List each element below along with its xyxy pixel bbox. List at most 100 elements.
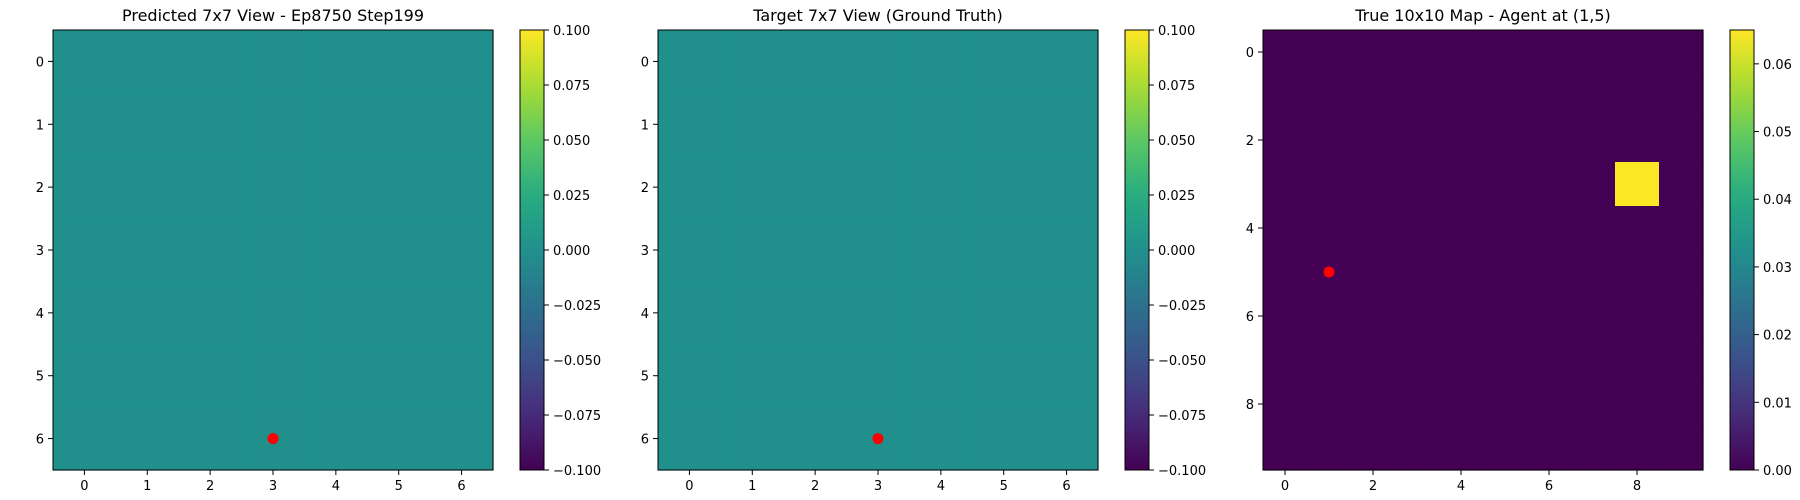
heatmap-cell — [367, 155, 431, 220]
heatmap-cell — [1263, 250, 1308, 295]
heatmap-cell — [1263, 206, 1308, 251]
heatmap-cell — [1659, 294, 1704, 339]
heatmap-cell — [304, 218, 368, 283]
heatmap-cell — [1571, 162, 1616, 207]
colorbar-tick-label: 0.000 — [553, 244, 590, 259]
heatmap-cell — [430, 407, 494, 471]
heatmap-cell — [1307, 30, 1352, 75]
heatmap-cell — [658, 281, 722, 345]
y-tick-label: 0 — [641, 55, 649, 70]
heatmap-cell — [1035, 155, 1099, 220]
x-tick-label: 2 — [811, 479, 819, 494]
heatmap-cell — [1351, 74, 1396, 119]
heatmap-cell — [178, 281, 243, 345]
y-tick-label: 8 — [1246, 398, 1254, 413]
heatmap-cell — [367, 218, 431, 283]
heatmap-cell — [241, 218, 306, 283]
colorbar-tick-label: 0.075 — [553, 79, 590, 94]
heatmap-cell — [1263, 382, 1308, 427]
heatmap-cell — [304, 344, 368, 408]
heatmap-cell — [1571, 382, 1616, 427]
heatmap-cell — [846, 281, 911, 345]
heatmap-cell — [658, 407, 722, 471]
heatmap-cell — [846, 92, 911, 157]
heatmap-cell — [1395, 30, 1440, 75]
heatmap-cell — [783, 30, 848, 94]
heatmap-cell — [972, 281, 1036, 345]
heatmap-cell — [1307, 74, 1352, 119]
heatmap-cell — [1395, 206, 1440, 251]
heatmap-cell — [1395, 162, 1440, 207]
y-tick-label: 0 — [36, 55, 44, 70]
chart-title: True 10x10 Map - Agent at (1,5) — [1354, 6, 1611, 25]
heatmap-cell — [178, 218, 243, 283]
heatmap-cell — [783, 92, 848, 157]
x-tick-label: 5 — [1000, 479, 1008, 494]
colorbar-tick-label: 0.04 — [1763, 193, 1792, 208]
y-tick-label: 4 — [641, 307, 649, 322]
x-tick-label: 0 — [80, 479, 88, 494]
heatmap-cell — [115, 281, 180, 345]
heatmap-cell — [115, 155, 180, 220]
heatmap-cell — [972, 155, 1036, 220]
heatmap-cell — [909, 92, 973, 157]
heatmap-cell — [1615, 426, 1660, 471]
heatmap-cell — [909, 218, 973, 283]
colorbar-tick-label: 0.100 — [1158, 24, 1195, 39]
heatmap-cell — [1615, 118, 1660, 163]
chart-title: Predicted 7x7 View - Ep8750 Step199 — [122, 6, 424, 25]
heatmap-cell — [1527, 74, 1572, 119]
x-tick-label: 3 — [269, 479, 277, 494]
colorbar-tick-label: −0.050 — [553, 354, 601, 369]
y-tick-label: 2 — [1246, 134, 1254, 149]
heatmap-cell — [1483, 294, 1528, 339]
heatmap-cell — [1483, 30, 1528, 75]
heatmap-cell — [1615, 382, 1660, 427]
heatmap-cell — [783, 281, 848, 345]
heatmap-cell — [1351, 118, 1396, 163]
y-tick-label: 6 — [641, 433, 649, 448]
heatmap-cell — [1263, 294, 1308, 339]
heatmap-cell — [972, 344, 1036, 408]
heatmap-cell — [53, 218, 117, 283]
heatmap-cell — [1483, 74, 1528, 119]
y-tick-label: 6 — [36, 433, 44, 448]
heatmap-cell — [1351, 206, 1396, 251]
colorbar-tick-label: 0.100 — [553, 24, 590, 39]
heatmap-cell — [1659, 74, 1704, 119]
heatmap-cell — [846, 30, 911, 94]
heatmap-cell — [1527, 250, 1572, 295]
panel-2: Target 7x7 View (Ground Truth) 0 1 2 3 4 5 6 0 1 2… — [641, 6, 1206, 494]
colorbar-tick-label: −0.100 — [1158, 464, 1206, 479]
colorbar-tick-label: −0.075 — [553, 409, 601, 424]
panel-1: Predicted 7x7 View - Ep8750 Step199 0 1 2 3 4… — [36, 6, 601, 494]
heatmap-cell — [846, 218, 911, 283]
x-tick-label: 6 — [457, 479, 465, 494]
heatmap-cell — [367, 344, 431, 408]
heatmap-cell — [1483, 250, 1528, 295]
heatmap-cell — [1483, 162, 1528, 207]
heatmap-cell — [972, 30, 1036, 94]
y-tick-label: 3 — [36, 244, 44, 259]
colorbar-tick-label: 0.03 — [1763, 261, 1792, 276]
colorbar — [1124, 29, 1150, 471]
heatmap-cell — [367, 407, 431, 471]
heatmap-cell — [1439, 250, 1484, 295]
y-tick-label: 1 — [641, 118, 649, 133]
agent-marker — [872, 433, 884, 445]
agent-marker — [1323, 266, 1335, 278]
heatmap-cell — [658, 30, 722, 94]
heatmap-cell — [720, 92, 785, 157]
heatmap-cell — [1035, 218, 1099, 283]
x-tick-label: 4 — [937, 479, 945, 494]
heatmap-cell — [909, 281, 973, 345]
heatmap-cell — [1035, 281, 1099, 345]
heatmap-cell — [1307, 206, 1352, 251]
heatmap-cell — [1307, 426, 1352, 471]
heatmap-cell — [53, 30, 117, 94]
heatmap-cell — [241, 155, 306, 220]
heatmap-cell — [783, 218, 848, 283]
y-tick-label: 1 — [36, 118, 44, 133]
axes-frame — [1262, 29, 1704, 471]
heatmap-cell — [1615, 338, 1660, 383]
